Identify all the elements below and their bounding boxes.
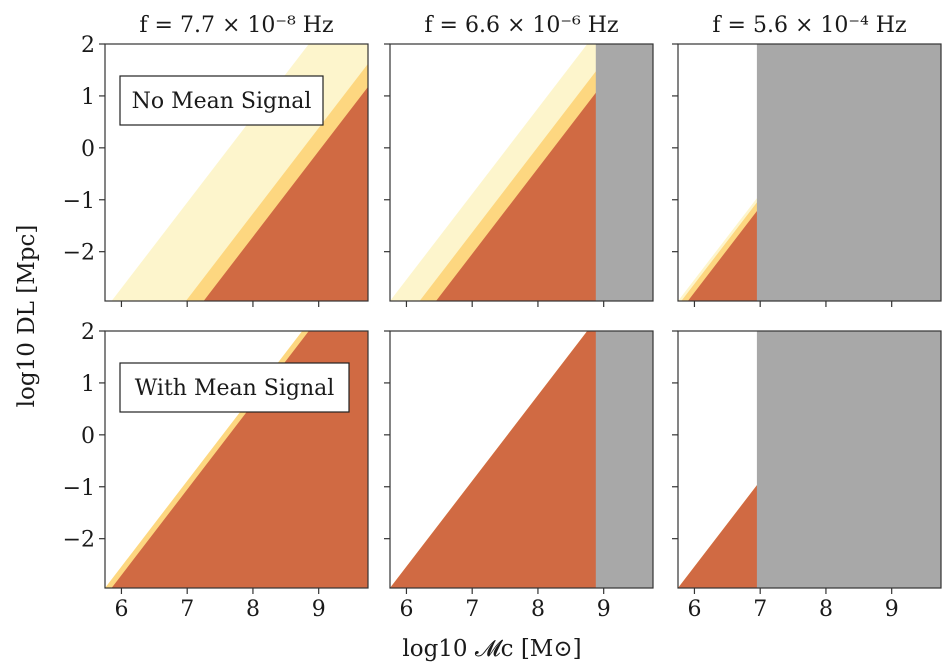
axes-frame xyxy=(104,43,369,302)
axes-frame xyxy=(677,330,942,589)
region-inner xyxy=(390,331,653,588)
panel-2-3: 6 7 8 9 xyxy=(672,330,942,622)
panel-title: f = 7.7 × 10⁻⁸ Hz xyxy=(139,13,333,38)
x-tick-label: 8 xyxy=(531,597,545,622)
y-tick-label: 1 xyxy=(81,85,95,110)
panel-1-2: f = 6.6 × 10⁻⁶ Hz xyxy=(384,13,654,307)
panel-title: f = 5.6 × 10⁻⁴ Hz xyxy=(712,13,906,38)
annotation-box: No Mean Signal xyxy=(119,75,324,126)
excluded-region xyxy=(595,331,653,588)
annotation-text: With Mean Signal xyxy=(135,376,335,401)
axes-frame xyxy=(104,330,369,589)
region-inner xyxy=(203,86,368,301)
y-tick-label: −1 xyxy=(63,476,95,501)
axes-frame xyxy=(389,43,654,302)
y-tick-label: −2 xyxy=(63,241,95,266)
y-tick-label: −1 xyxy=(63,189,95,214)
excluded-region xyxy=(756,331,941,588)
axes-frame xyxy=(677,43,942,302)
x-tick-label: 7 xyxy=(753,597,767,622)
panel-1-3: f = 5.6 × 10⁻⁴ Hz xyxy=(672,13,942,307)
x-axis-label: log10 𝓜c [M⊙] xyxy=(402,636,581,662)
panel-2-2: 6 7 8 9 xyxy=(384,330,654,622)
overlay-group: log10 𝓜c [M⊙] log10 DL [Mpc] xyxy=(14,225,582,662)
x-tick-label: 8 xyxy=(819,597,833,622)
y-tick-label: 2 xyxy=(81,320,95,345)
excluded-region xyxy=(756,44,941,301)
annotation-box: With Mean Signal xyxy=(119,362,350,413)
panels-group: −2 −1 0 1 2 f = 7.7 × 10⁻⁸ Hz No Mean Signal f … xyxy=(63,13,942,622)
y-tick-label: 0 xyxy=(81,137,95,162)
y-tick-label: 0 xyxy=(81,424,95,449)
y-tick-label: 1 xyxy=(81,372,95,397)
panel-title: f = 6.6 × 10⁻⁶ Hz xyxy=(424,13,618,38)
x-tick-label: 7 xyxy=(465,597,479,622)
x-tick-label: 9 xyxy=(597,597,611,622)
annotation-text: No Mean Signal xyxy=(132,89,312,114)
excluded-region xyxy=(595,44,653,301)
x-tick-label: 9 xyxy=(885,597,899,622)
x-tick-label: 7 xyxy=(180,597,194,622)
y-axis-label: log10 DL [Mpc] xyxy=(14,225,40,408)
y-tick-label: 2 xyxy=(81,33,95,58)
y-tick-label: −2 xyxy=(63,528,95,553)
panel-2-1: 6 7 8 9 −2 −1 0 1 2 With Mean Signal xyxy=(63,320,369,622)
panel-1-1: −2 −1 0 1 2 f = 7.7 × 10⁻⁸ Hz No Mean Signal xyxy=(63,13,369,307)
x-tick-label: 8 xyxy=(246,597,260,622)
x-tick-label: 6 xyxy=(114,597,128,622)
x-tick-label: 9 xyxy=(312,597,326,622)
axes-frame xyxy=(389,330,654,589)
x-tick-label: 6 xyxy=(399,597,413,622)
x-tick-label: 6 xyxy=(687,597,701,622)
